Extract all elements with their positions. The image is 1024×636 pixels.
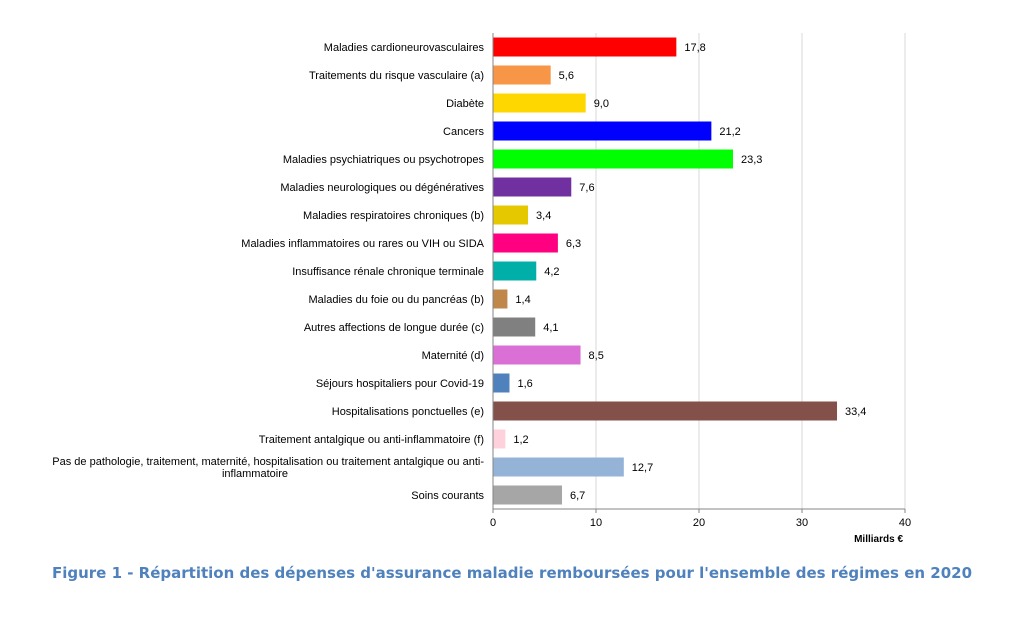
value-label: 6,3 xyxy=(566,238,581,250)
value-label: 3,4 xyxy=(536,210,551,222)
category-label: Maladies du foie ou du pancréas (b) xyxy=(309,294,485,306)
bar xyxy=(493,37,677,57)
x-tick-label: 30 xyxy=(796,517,808,529)
category-label: Maladies respiratoires chroniques (b) xyxy=(303,210,484,222)
bar xyxy=(493,289,508,309)
category-label: Pas de pathologie, traitement, maternité… xyxy=(52,456,484,480)
x-axis-unit-label: Milliards € xyxy=(854,534,903,545)
x-tick-label: 10 xyxy=(590,517,602,529)
bars xyxy=(493,37,838,505)
category-labels: Maladies cardioneurovasculaires Traitemen… xyxy=(52,42,484,502)
value-label: 33,4 xyxy=(845,406,866,418)
value-label: 4,2 xyxy=(544,266,559,278)
bar xyxy=(493,429,506,449)
category-label: Soins courants xyxy=(411,490,484,502)
bar xyxy=(493,345,581,365)
category-label: Traitement antalgique ou anti-inflammato… xyxy=(259,434,484,446)
category-label: Maladies neurologiques ou dégénératives xyxy=(280,182,484,194)
x-tick-label: 20 xyxy=(693,517,705,529)
bar xyxy=(493,233,558,253)
category-label: Cancers xyxy=(443,126,484,138)
category-label: Maladies psychiatriques ou psychotropes xyxy=(283,154,485,166)
category-label: Maladies inflammatoires ou rares ou VIH … xyxy=(241,238,484,250)
value-label: 21,2 xyxy=(719,126,740,138)
bar-chart: Maladies cardioneurovasculaires Traitemen… xyxy=(52,33,911,545)
category-label: Traitements du risque vasculaire (a) xyxy=(309,70,484,82)
category-label: Maternité (d) xyxy=(422,350,484,362)
bar xyxy=(493,65,551,85)
value-labels: 17,8 5,6 9,0 21,2 23,3 7,6 3,4 6,3 4,2 1,4 4,1 8,5 1… xyxy=(513,42,866,502)
bar xyxy=(493,457,624,477)
gridlines xyxy=(595,33,906,509)
category-label: Diabète xyxy=(446,98,484,110)
bar xyxy=(493,205,529,225)
category-label: Séjours hospitaliers pour Covid-19 xyxy=(316,378,484,390)
bar xyxy=(493,317,536,337)
figure-caption: Figure 1 - Répartition des dépenses d'as… xyxy=(51,564,973,582)
value-label: 1,2 xyxy=(513,434,528,446)
bar xyxy=(493,121,712,141)
bar xyxy=(493,373,510,393)
category-label: Insuffisance rénale chronique terminale xyxy=(292,266,484,278)
value-label: 8,5 xyxy=(589,350,604,362)
value-label: 1,6 xyxy=(517,378,532,390)
value-label: 9,0 xyxy=(594,98,609,110)
bar xyxy=(493,93,586,113)
bar xyxy=(493,149,733,169)
x-tick-label: 40 xyxy=(899,517,911,529)
value-label: 4,1 xyxy=(543,322,558,334)
value-label: 23,3 xyxy=(741,154,762,166)
bar xyxy=(493,401,838,421)
x-axis: 0 10 20 30 40 xyxy=(490,33,911,529)
bar xyxy=(493,177,572,197)
value-label: 7,6 xyxy=(579,182,594,194)
x-tick-label: 0 xyxy=(490,517,496,529)
value-label: 1,4 xyxy=(515,294,530,306)
category-label: Autres affections de longue durée (c) xyxy=(304,322,484,334)
value-label: 5,6 xyxy=(559,70,574,82)
value-label: 17,8 xyxy=(684,42,705,54)
bar xyxy=(493,485,563,505)
category-label: Maladies cardioneurovasculaires xyxy=(324,42,485,54)
bar xyxy=(493,261,537,281)
value-label: 12,7 xyxy=(632,462,653,474)
value-label: 6,7 xyxy=(570,490,585,502)
category-label: Hospitalisations ponctuelles (e) xyxy=(332,406,484,418)
